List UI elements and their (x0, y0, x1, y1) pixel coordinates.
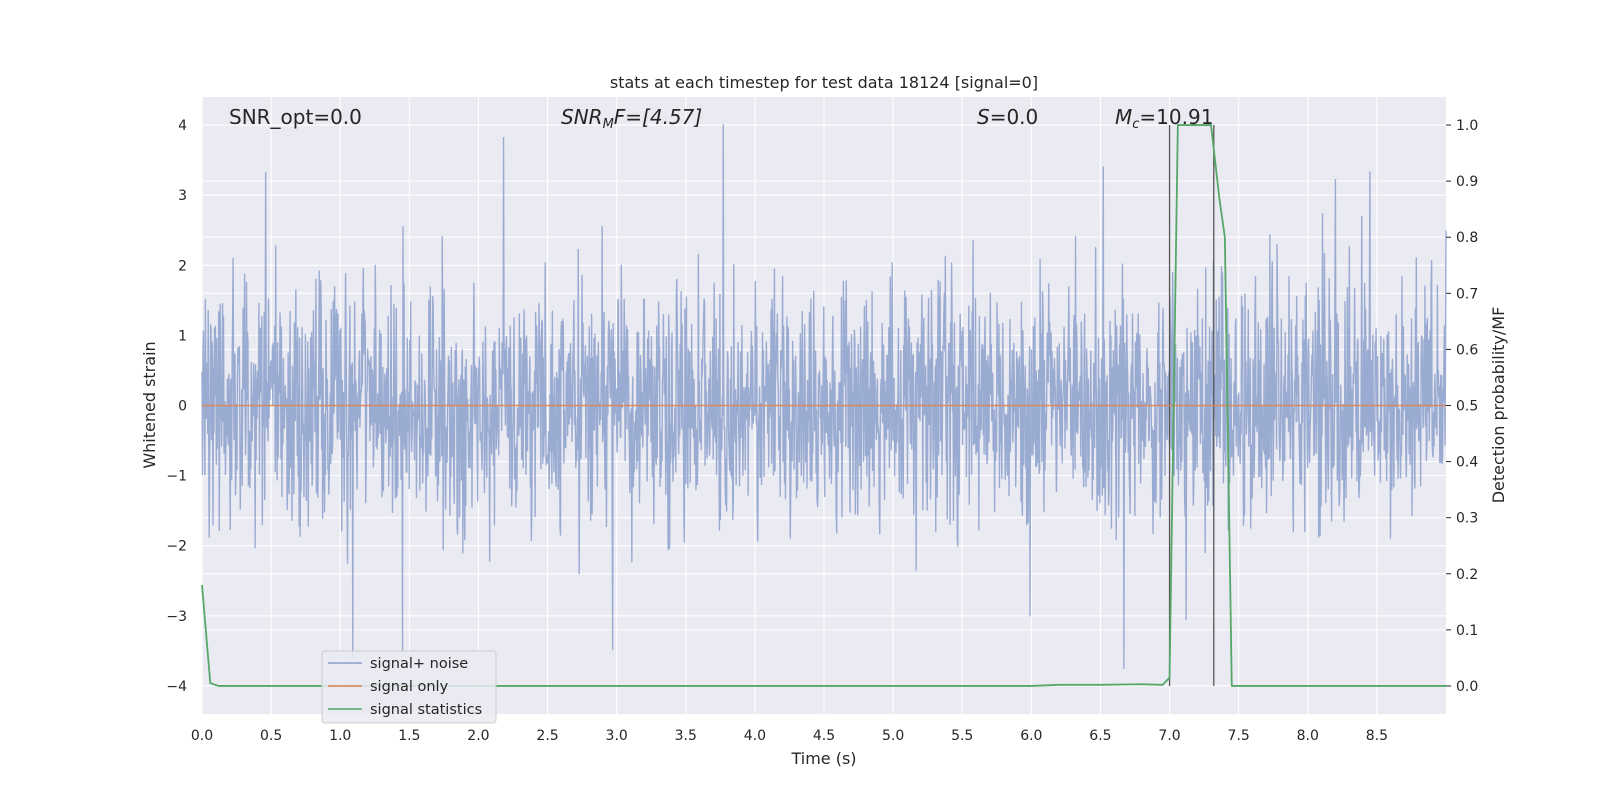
y2-tick-labels: 0.0 0.1 0.2 0.3 0.4 0.5 0.6 0.7 0.8 0.9 1.0 (1446, 118, 1478, 695)
x-tick-labels: 0.0 0.5 1.0 1.5 2.0 2.5 3.0 3.5 4.0 4.5 5.0 5.5 6.0 6… (191, 728, 1388, 744)
y-tick-label: 3 (178, 188, 187, 204)
y2-tick-label: 0.0 (1456, 679, 1478, 695)
y2-tick-label: 0.9 (1456, 174, 1478, 190)
y2-tick-label: 0.8 (1456, 230, 1478, 246)
x-tick-label: 7.0 (1158, 728, 1180, 744)
x-tick-label: 1.0 (329, 728, 351, 744)
legend-label-signal-noise: signal+ noise (370, 656, 468, 672)
x-tick-label: 4.5 (813, 728, 835, 744)
annotation-mc-main: M (1115, 105, 1132, 129)
x-tick-label: 3.5 (675, 728, 697, 744)
y2-tick-label: 0.5 (1456, 399, 1478, 415)
annotation-s-rest: =0.0 (990, 105, 1039, 129)
annotation-snr-mf: SNRMF=[4.57] (561, 105, 702, 132)
annotation-snr-opt: SNR_opt=0.0 (229, 105, 362, 129)
y-tick-label: 0 (178, 399, 187, 415)
x-tick-label: 6.0 (1020, 728, 1042, 744)
x-tick-label: 2.5 (536, 728, 558, 744)
x-tick-label: 5.0 (882, 728, 904, 744)
x-tick-label: 7.5 (1228, 728, 1250, 744)
y2-tick-label: 0.7 (1456, 286, 1478, 302)
signal-noise-line (201, 124, 1447, 670)
annotation-snr-mf-sub: M (603, 117, 614, 132)
y-tick-labels: 4 3 2 1 0 −1 −2 −3 −4 (166, 118, 187, 695)
x-tick-label: 1.5 (398, 728, 420, 744)
y-tick-label: −1 (166, 469, 187, 485)
annotation-mc-rest: =10.91 (1139, 105, 1213, 129)
y2-axis-label: Detection probability/MF (1489, 307, 1508, 504)
x-tick-label: 5.5 (951, 728, 973, 744)
x-tick-label: 0.0 (191, 728, 213, 744)
x-tick-label: 2.0 (467, 728, 489, 744)
y2-tick-label: 0.4 (1456, 455, 1478, 471)
y-tick-label: −4 (166, 679, 187, 695)
x-tick-label: 8.5 (1366, 728, 1388, 744)
noise-series-layer (201, 124, 1447, 670)
chart-title: stats at each timestep for test data 181… (610, 73, 1038, 92)
x-tick-label: 8.0 (1297, 728, 1319, 744)
legend-box (321, 650, 497, 724)
y-tick-label: 2 (178, 258, 187, 274)
y2-tick-label: 0.2 (1456, 567, 1478, 583)
x-tick-label: 0.5 (260, 728, 282, 744)
signal-statistics-series-layer (201, 124, 1446, 687)
x-axis-label: Time (s) (790, 749, 856, 768)
y-tick-label: −2 (166, 539, 187, 555)
annotation-snr-mf-rest: F=[4.57] (614, 105, 702, 129)
x-tick-label: 4.0 (744, 728, 766, 744)
y-tick-label: 1 (178, 328, 187, 344)
legend-label-signal-only: signal only (370, 679, 449, 695)
annotation-s-main: S (977, 105, 990, 129)
signal-statistics-line (201, 124, 1446, 687)
y2-tick-label: 0.6 (1456, 342, 1478, 358)
annotation-mc: Mc=10.91 (1115, 105, 1213, 132)
legend: signal+ noise signal only signal statist… (321, 650, 497, 724)
y2-tick-label: 0.1 (1456, 623, 1478, 639)
annotation-mc-sub: c (1132, 117, 1139, 132)
y-tick-label: 4 (178, 118, 187, 134)
y2-tick-label: 1.0 (1456, 118, 1478, 134)
x-tick-label: 3.0 (606, 728, 628, 744)
annotation-s: S=0.0 (977, 105, 1038, 129)
x-tick-label: 6.5 (1089, 728, 1111, 744)
y2-tick-label: 0.3 (1456, 511, 1478, 527)
y-tick-label: −3 (166, 609, 187, 625)
legend-label-signal-statistics: signal statistics (370, 702, 482, 718)
annotation-snr-mf-main: SNR (561, 105, 603, 129)
y-axis-label: Whitened strain (140, 341, 159, 468)
